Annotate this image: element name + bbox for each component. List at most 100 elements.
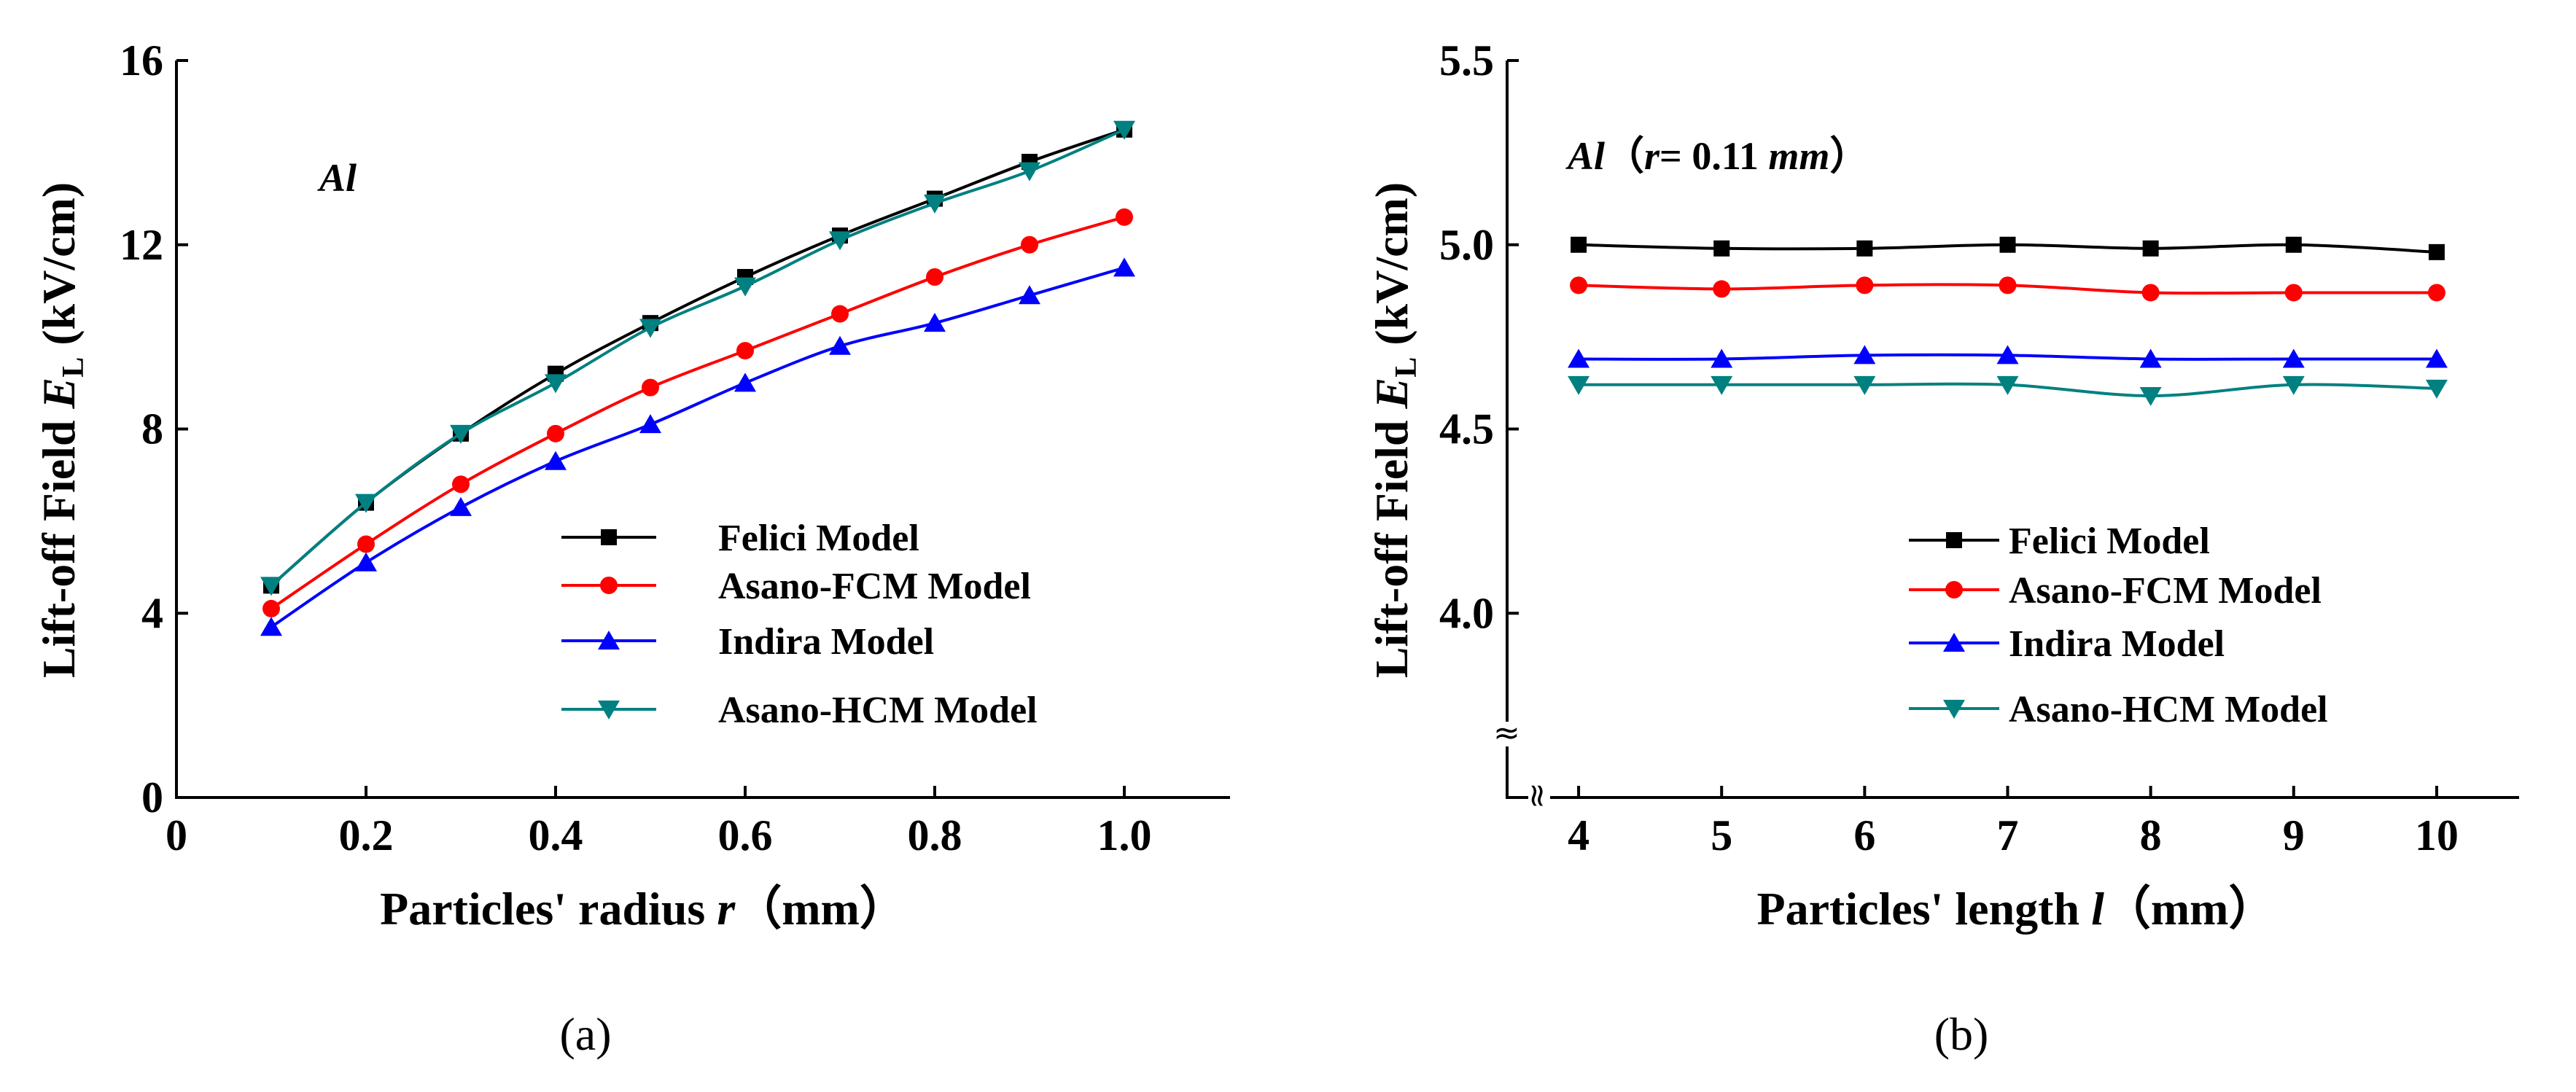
- panel-a-y-tick-label: 16: [120, 36, 163, 85]
- panel-a-y-tick-label: 0: [141, 773, 163, 822]
- panel-b-asano-hcm-point: [1568, 375, 1590, 395]
- panel-b-x-tick-label: 5: [1711, 811, 1732, 859]
- panel-a-asano-hcm-point: [734, 277, 756, 297]
- panel-b-asano-hcm-point: [2139, 387, 2162, 407]
- panel-b-asano-fcm-point: [1713, 280, 1731, 298]
- panel-b-asano-hcm-point: [1711, 375, 1733, 395]
- panel-a-x-tick-label: 0.8: [908, 811, 962, 859]
- panel-a-indira-point: [924, 313, 946, 332]
- panel-a-indira-point: [260, 617, 282, 636]
- panel-a-ticks: 0 0.2 0.4 0.6 0.8 1.0 0 4 8 12 16: [120, 36, 1152, 859]
- panel-a-asano-hcm-point: [1019, 162, 1040, 182]
- legend-a-asano-hcm-label: Asano-HCM Model: [718, 690, 1038, 731]
- panel-a-series: [260, 120, 1135, 636]
- panel-a-asano-hcm-point: [924, 194, 946, 214]
- panel-a-asano-fcm-point: [831, 305, 849, 323]
- panel-a-indira-line: [270, 266, 1125, 628]
- panel-b-indira-point: [2139, 348, 2162, 368]
- legend-a-felici-marker: [601, 529, 617, 545]
- panel-b-indira-point: [1853, 345, 1876, 364]
- panel-a-asano-hcm-line: [270, 128, 1125, 587]
- panel-a-asano-hcm-point: [450, 424, 472, 444]
- legend-a-felici-label: Felici Model: [718, 518, 919, 559]
- panel-a-asano-fcm-point: [1116, 208, 1133, 226]
- legend-b-indira-label: Indira Model: [2009, 623, 2225, 665]
- panel-a-indira-point: [1113, 257, 1135, 277]
- panel-a-y-title: Lift-off Field EL (kV/cm): [33, 182, 90, 678]
- panel-b-x-tick-label: 6: [1853, 811, 1875, 859]
- panel-a-asano-hcm-point: [545, 374, 567, 394]
- panel-a-x-tick-label: 0.6: [718, 811, 773, 859]
- legend-b-felici-label: Felici Model: [2009, 520, 2210, 562]
- legend-a-asano-hcm-marker: [598, 701, 620, 719]
- panel-b-x-tick-label: 8: [2140, 811, 2162, 859]
- panel-b-y-tick-label: 4.5: [1439, 405, 1494, 453]
- panel-a-asano-fcm-point: [1021, 235, 1038, 254]
- panel-a-x-title: Particles' radius r（mm）: [380, 883, 906, 935]
- panel-b-indira-point: [1568, 348, 1590, 368]
- panel-b-asano-fcm-point: [1999, 276, 2017, 295]
- legend-b-asano-fcm-marker: [1945, 581, 1963, 598]
- panel-b-annotation: Al（r= 0.11 mm）: [1565, 134, 1869, 178]
- panel-b-indira-point: [2282, 348, 2305, 368]
- panel-b-asano-hcm-point: [2282, 375, 2305, 395]
- panel-b-felici-point: [2142, 240, 2159, 257]
- panel-a-asano-fcm-point: [452, 475, 470, 494]
- panel-b-indira-point: [1711, 348, 1733, 368]
- panel-b-x-title: Particles' length l（mm）: [1757, 883, 2276, 935]
- panel-b-asano-hcm-point: [1853, 375, 1876, 395]
- panel-b-y-title: Lift-off Field EL (kV/cm): [1366, 182, 1423, 678]
- panel-a-indira-point: [450, 496, 472, 516]
- panel-a-x-tick-label: 0: [166, 811, 187, 859]
- panel-a-x-tick-label: 0.4: [529, 811, 583, 859]
- legend-a-indira-marker: [598, 631, 620, 650]
- panel-a-asano-hcm-point: [260, 577, 282, 596]
- panel-a-chart: 0 0.2 0.4 0.6 0.8 1.0 0 4 8 12 16 Al Particles' ra…: [33, 36, 1230, 1060]
- panel-b-legend: Felici Model Asano-FCM Model Indira Mode…: [1909, 520, 2328, 730]
- panel-a-asano-fcm-point: [547, 424, 564, 442]
- panel-b-felici-point: [1713, 240, 1730, 257]
- panel-b-x-break-gap: [1528, 784, 1550, 811]
- panel-b-asano-fcm-point: [2284, 284, 2303, 302]
- panel-b-asano-fcm-point: [1856, 276, 1874, 295]
- legend-b-asano-fcm-label: Asano-FCM Model: [2009, 570, 2322, 612]
- panel-a-asano-hcm-point: [829, 231, 851, 251]
- panel-a-legend: Felici Model Asano-FCM Model Indira Mode…: [561, 518, 1038, 731]
- panel-b-x-tick-label: 7: [1997, 811, 2019, 859]
- panel-a-x-tick-label: 0.2: [339, 811, 394, 859]
- panel-b-indira-point: [2425, 348, 2448, 368]
- panel-a-asano-fcm-point: [357, 535, 375, 553]
- legend-a-indira-label: Indira Model: [718, 621, 934, 663]
- panel-b-series: [1568, 236, 2448, 407]
- panel-b-x-tick-label: 4: [1568, 811, 1589, 859]
- panel-a-asano-hcm-point: [355, 494, 377, 513]
- panel-a-asano-fcm-point: [642, 378, 659, 397]
- panel-a-y-tick-label: 4: [141, 589, 163, 637]
- legend-b-felici-marker: [1946, 532, 1962, 548]
- panel-b-asano-hcm-point: [2425, 379, 2448, 399]
- panel-a-asano-hcm-point: [1113, 120, 1135, 140]
- panel-b-indira-point: [1996, 345, 2019, 364]
- panel-b-felici-point: [1571, 236, 1587, 253]
- panel-a-caption: (a): [559, 1008, 611, 1060]
- panel-a-y-tick-label: 12: [120, 221, 163, 269]
- legend-b-asano-hcm-marker: [1943, 700, 1965, 719]
- panel-b-felici-point: [1999, 236, 2016, 253]
- panel-a-asano-fcm-point: [262, 599, 280, 617]
- panel-b-felici-point: [2285, 236, 2302, 253]
- legend-a-asano-fcm-marker: [600, 577, 618, 594]
- panel-b-felici-point: [2428, 243, 2445, 260]
- panel-b-x-tick-label: 10: [2415, 811, 2459, 859]
- panel-b-y-break-gap: [1493, 722, 1522, 746]
- panel-a-indira-point: [545, 451, 567, 470]
- panel-b-x-tick-label: 9: [2283, 811, 2305, 859]
- panel-b-asano-fcm-point: [1570, 276, 1588, 295]
- panel-a-indira-point: [1019, 285, 1040, 305]
- panel-b-caption: (b): [1934, 1008, 1989, 1060]
- panel-a-asano-fcm-point: [736, 342, 754, 360]
- panel-a-asano-fcm-line: [270, 215, 1125, 610]
- panel-b-felici-point: [1856, 240, 1873, 257]
- panel-a-indira-point: [829, 335, 851, 355]
- panel-a-annotation: Al: [317, 156, 357, 200]
- panel-b-y-tick-label: 5.0: [1439, 221, 1494, 269]
